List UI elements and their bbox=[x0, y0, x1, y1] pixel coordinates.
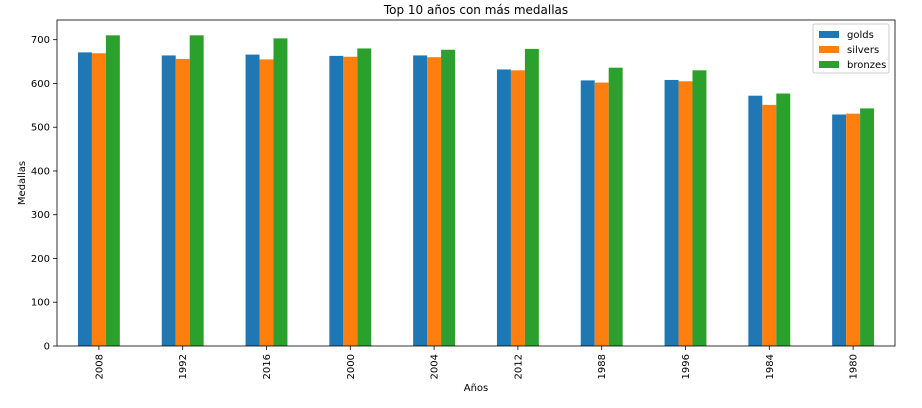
y-tick-label: 700 bbox=[31, 35, 50, 46]
bar-silvers-1980 bbox=[846, 113, 861, 347]
y-axis: 0 100 200 300 400 500 600 700 bbox=[31, 35, 57, 353]
bar-golds-2008 bbox=[77, 52, 92, 347]
bar-bronzes-1992 bbox=[189, 35, 204, 347]
x-tick-label: 2012 bbox=[513, 354, 524, 379]
legend-label-golds: golds bbox=[847, 30, 874, 41]
legend-swatch-golds bbox=[819, 31, 839, 38]
bar-bronzes-2000 bbox=[357, 48, 372, 346]
bar-silvers-2012 bbox=[510, 70, 525, 347]
bar-bronzes-1984 bbox=[776, 93, 791, 346]
bar-bronzes-2008 bbox=[105, 35, 120, 347]
bar-silvers-2000 bbox=[343, 56, 358, 346]
bar-golds-2016 bbox=[245, 54, 260, 347]
y-tick-label: 0 bbox=[44, 342, 50, 353]
x-tick-label: 1988 bbox=[597, 354, 608, 379]
bar-silvers-2004 bbox=[427, 57, 442, 346]
chart-title: Top 10 años con más medallas bbox=[383, 3, 568, 17]
x-tick-label: 2000 bbox=[346, 354, 357, 379]
bars bbox=[77, 35, 875, 347]
bar-golds-2004 bbox=[413, 55, 428, 346]
bar-golds-1988 bbox=[580, 80, 595, 347]
x-tick-label: 2016 bbox=[262, 354, 273, 379]
y-axis-title: Medallas bbox=[17, 161, 28, 205]
y-tick-label: 500 bbox=[31, 123, 50, 134]
bar-bronzes-2016 bbox=[273, 38, 288, 346]
bar-golds-1996 bbox=[664, 79, 679, 347]
x-tick-label: 1996 bbox=[681, 354, 692, 379]
legend-swatch-bronzes bbox=[819, 61, 839, 68]
x-tick-label: 1992 bbox=[178, 354, 189, 379]
legend-swatch-silvers bbox=[819, 46, 839, 53]
bar-golds-1984 bbox=[748, 95, 763, 346]
y-tick-label: 400 bbox=[31, 166, 50, 177]
bar-silvers-2016 bbox=[259, 59, 274, 347]
bar-golds-1992 bbox=[161, 55, 176, 346]
x-tick-label: 1980 bbox=[849, 354, 860, 379]
bar-silvers-1984 bbox=[762, 104, 777, 347]
y-tick-label: 300 bbox=[31, 210, 50, 221]
bar-bronzes-2012 bbox=[524, 48, 539, 347]
bar-bronzes-2004 bbox=[441, 49, 456, 346]
y-tick-label: 100 bbox=[31, 298, 50, 309]
bar-silvers-1988 bbox=[594, 82, 609, 346]
legend: golds silvers bronzes bbox=[812, 23, 890, 74]
x-axis: 2008 1992 2016 2000 2004 2012 1988 1996 1984 1980 bbox=[94, 346, 860, 379]
bar-golds-2012 bbox=[496, 69, 511, 346]
x-tick-label: 2004 bbox=[430, 354, 441, 379]
bar-bronzes-1980 bbox=[860, 108, 875, 347]
bar-silvers-1996 bbox=[678, 81, 693, 346]
x-tick-label: 2008 bbox=[94, 354, 105, 379]
bar-golds-1980 bbox=[832, 114, 847, 346]
y-tick-label: 200 bbox=[31, 254, 50, 265]
bar-bronzes-1988 bbox=[608, 67, 623, 346]
legend-label-silvers: silvers bbox=[847, 45, 879, 56]
plot-frame bbox=[56, 19, 896, 347]
x-tick-label: 1984 bbox=[765, 354, 776, 379]
bar-silvers-2008 bbox=[91, 53, 106, 346]
bar-silvers-1992 bbox=[175, 58, 190, 346]
y-tick-label: 600 bbox=[31, 79, 50, 90]
x-axis-title: Años bbox=[464, 383, 489, 394]
legend-label-bronzes: bronzes bbox=[847, 60, 886, 71]
bar-golds-2000 bbox=[329, 55, 344, 347]
bar-bronzes-1996 bbox=[692, 70, 707, 347]
